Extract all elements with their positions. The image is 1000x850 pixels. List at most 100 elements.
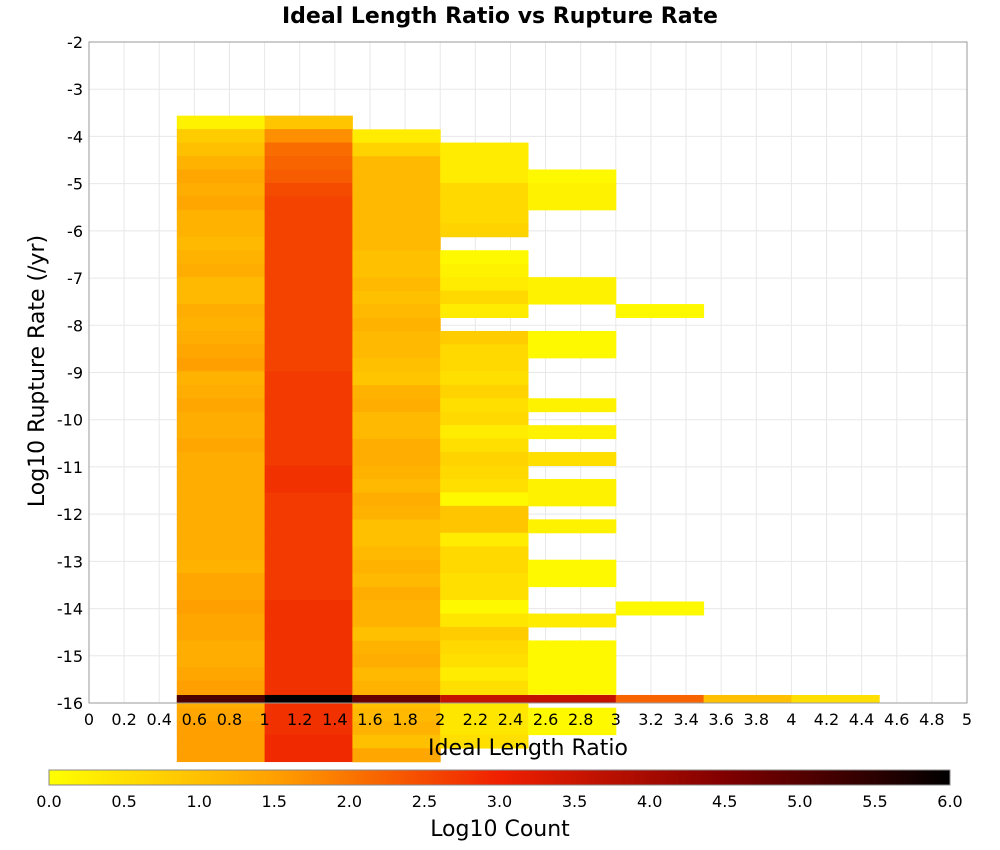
- heatmap-cell: [440, 519, 529, 534]
- x-tick-label: 2.6: [533, 710, 558, 729]
- x-tick-label: 3.4: [673, 710, 698, 729]
- heatmap-cell: [440, 492, 529, 507]
- heatmap-cell: [176, 519, 266, 534]
- colorbar: [48, 769, 951, 786]
- heatmap-cell: [352, 519, 441, 534]
- heatmap-cell: [352, 236, 441, 251]
- heatmap-cell: [352, 277, 441, 292]
- heatmap-cell-bottom: [264, 694, 353, 703]
- heatmap-cell: [176, 559, 266, 574]
- heatmap-cell: [440, 182, 529, 197]
- y-axis-ticks: -2 -3 -4 -5 -6 -7 -8 -9 -10 -11 -12 -13 -14 -15 -16: [57, 33, 83, 713]
- heatmap-cell-bottom: [791, 694, 880, 703]
- colorbar-tick-label: 2.5: [412, 792, 437, 811]
- heatmap-cell: [352, 129, 441, 144]
- x-tick-label: 1.4: [322, 710, 347, 729]
- heatmap-cell: [528, 680, 617, 695]
- heatmap-cell: [528, 425, 617, 440]
- heatmap-cell: [176, 290, 266, 305]
- heatmap-cell: [264, 290, 353, 305]
- heatmap-cell: [440, 465, 529, 480]
- colorbar-tick-label: 0.5: [111, 792, 136, 811]
- heatmap-cell: [352, 250, 441, 265]
- heatmap-cell: [352, 196, 441, 211]
- y-tick-label: -11: [57, 458, 83, 477]
- heatmap-cell: [264, 236, 353, 251]
- heatmap-cell: [264, 573, 353, 588]
- heatmap-cell: [440, 371, 529, 386]
- heatmap-cell: [352, 627, 441, 642]
- colorbar-tick-label: 4.5: [712, 792, 737, 811]
- heatmap-cell: [352, 425, 441, 440]
- heatmap-cell: [176, 115, 266, 130]
- plot-frame-rect: [88, 41, 968, 704]
- heatmap-cell: [352, 398, 441, 413]
- heatmap-cell: [528, 721, 617, 736]
- heatmap-cell: [176, 600, 266, 615]
- heatmap-cell: [440, 411, 529, 426]
- heatmap-cell: [264, 250, 353, 265]
- heatmap-cell: [440, 142, 529, 157]
- colorbar-tick-label: 1.5: [262, 792, 287, 811]
- heatmap-cell: [264, 626, 353, 641]
- heatmap-cell: [440, 586, 529, 601]
- heatmap-cell: [528, 344, 617, 359]
- heatmap-cell: [440, 169, 529, 184]
- x-axis-ticks: 0 0.2 0.4 0.6 0.8 1 1.2 1.4 1.6 1.8 2 2.2 2.4 2.6 2.8 3…: [84, 710, 972, 729]
- heatmap-cell: [176, 304, 266, 318]
- heatmap-cell: [176, 330, 266, 345]
- heatmap-cell: [528, 707, 617, 722]
- heatmap-cell: [352, 371, 441, 386]
- heatmap-cell: [264, 613, 353, 628]
- heatmap-cell: [176, 357, 266, 372]
- chart-title: Ideal Length Ratio vs Rupture Rate: [282, 4, 718, 29]
- colorbar-tick-label: 5.0: [787, 792, 812, 811]
- heatmap-cell: [440, 384, 529, 399]
- y-tick-label: -7: [67, 269, 83, 288]
- heatmap-cell: [176, 425, 266, 440]
- heatmap-cell: [176, 546, 266, 561]
- heatmap-cell: [528, 667, 617, 682]
- heatmap-cell: [264, 169, 353, 184]
- heatmap-cell: [176, 707, 266, 722]
- x-tick-label: 0.2: [111, 710, 136, 729]
- colorbar-gradient: [48, 769, 951, 786]
- x-tick-label: 4.6: [884, 710, 909, 729]
- x-tick-label: 0.6: [182, 710, 207, 729]
- heatmap-cell: [176, 532, 266, 547]
- heatmap-cell: [352, 667, 441, 682]
- heatmap-cell: [352, 263, 441, 278]
- x-tick-label: 2.8: [568, 710, 593, 729]
- heatmap-cell: [352, 142, 441, 157]
- heatmap-cell: [352, 654, 441, 669]
- heatmap-cell: [264, 546, 353, 561]
- colorbar-label: Log10 Count: [430, 817, 570, 842]
- heatmap-cell: [176, 263, 266, 278]
- heatmap-cell: [352, 452, 441, 467]
- heatmap-cell-bottom: [176, 694, 266, 703]
- heatmap-cell: [264, 452, 353, 467]
- heatmap-cell: [352, 533, 441, 547]
- heatmap-cell: [352, 331, 441, 346]
- heatmap-cell-bottom: [703, 694, 792, 703]
- heatmap-cell: [352, 559, 441, 574]
- heatmap-cell: [440, 653, 529, 668]
- x-tick-label: 3.2: [638, 710, 663, 729]
- plot-border: [88, 41, 968, 704]
- heatmap-cell: [440, 304, 529, 318]
- heatmap-cell: [176, 573, 266, 588]
- heatmap-cell: [264, 384, 353, 399]
- heatmap-cell: [440, 330, 529, 345]
- heatmap-cell: [176, 438, 266, 453]
- x-tick-label: 2.4: [498, 710, 523, 729]
- y-tick-label: -4: [67, 127, 83, 146]
- heatmap-cell: [264, 680, 353, 695]
- heatmap-cell: [528, 478, 617, 493]
- heatmap-cell: [176, 129, 266, 144]
- heatmap-cell: [176, 371, 266, 386]
- heatmap-cell: [440, 478, 529, 493]
- heatmap-cell: [440, 626, 529, 641]
- x-tick-label: 3.8: [744, 710, 769, 729]
- y-tick-label: -12: [57, 505, 83, 524]
